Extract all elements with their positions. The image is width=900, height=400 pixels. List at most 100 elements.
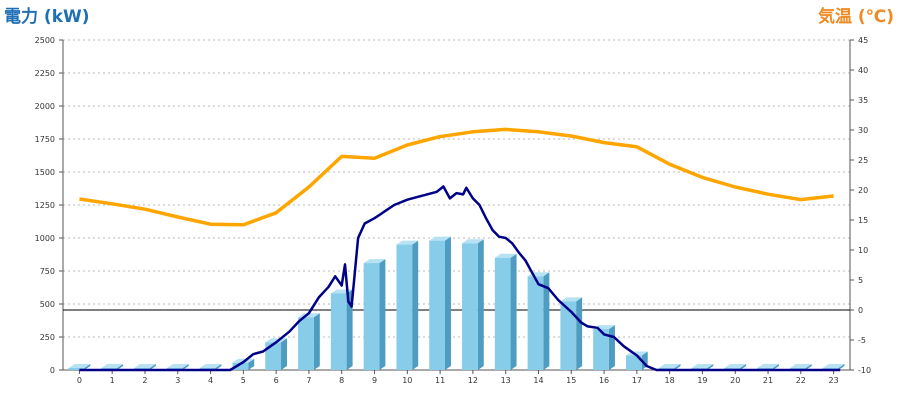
x-tick-label-19: 19 [697, 376, 707, 385]
data-lines [79, 127, 841, 372]
x-tick-label-13: 13 [501, 376, 511, 385]
left-tick-label-0: 0 [50, 366, 55, 375]
right-axis-title: 気温 (℃) [817, 7, 894, 27]
bar-face [396, 244, 413, 370]
x-tick-label-6: 6 [274, 376, 279, 385]
bar-side [149, 364, 156, 370]
bar-face [363, 263, 380, 370]
bar-hour-0 [68, 364, 91, 370]
bar-side [84, 364, 91, 370]
right-tick-label-20: 20 [858, 186, 868, 195]
bar-hour-16 [593, 325, 615, 370]
bar-top [789, 364, 812, 368]
right-tick-label-5: 5 [858, 276, 863, 285]
bar-side [248, 358, 255, 370]
bar-side [412, 240, 419, 370]
tick-labels: 02505007501000125015001750200022502500-1… [35, 36, 871, 385]
bar-face [494, 257, 511, 370]
bar-side [281, 338, 288, 370]
temperature-line [79, 127, 834, 227]
bar-face [560, 301, 577, 370]
bar-face [265, 342, 282, 370]
bar-hour-11 [429, 236, 451, 370]
left-tick-label-1500: 1500 [35, 168, 55, 177]
x-tick-label-18: 18 [665, 376, 675, 385]
bar-hour-6 [265, 338, 288, 370]
right-tick-label--5: -5 [858, 336, 866, 345]
bar-side [740, 364, 747, 370]
right-tick-label-40: 40 [858, 66, 868, 75]
right-tick-label-35: 35 [858, 96, 868, 105]
bar-hour-14 [527, 272, 550, 370]
left-tick-label-2250: 2250 [35, 69, 55, 78]
left-tick-label-2500: 2500 [35, 36, 55, 45]
bar-face [232, 362, 249, 370]
x-tick-label-14: 14 [533, 376, 543, 385]
bar-top [757, 364, 779, 368]
x-tick-label-4: 4 [208, 376, 213, 385]
x-tick-label-5: 5 [241, 376, 246, 385]
bar-side [117, 364, 124, 370]
bar-face [330, 293, 347, 370]
power-line [79, 185, 841, 372]
bar-top [101, 364, 124, 368]
bar-top [462, 239, 484, 244]
bar-face [429, 240, 445, 370]
bar-side [805, 364, 812, 370]
bar-top [560, 297, 583, 302]
bar-top [822, 364, 845, 368]
x-tick-label-1: 1 [110, 376, 115, 385]
right-tick-label-25: 25 [858, 156, 868, 165]
bar-hour-5 [232, 358, 255, 370]
x-tick-label-11: 11 [435, 376, 445, 385]
x-tick-label-21: 21 [763, 376, 773, 385]
grid-lines [63, 39, 850, 338]
bar-hour-17 [625, 351, 648, 370]
bar-side [477, 239, 484, 370]
bar-side [215, 364, 222, 370]
bar-side [772, 364, 779, 370]
right-tick-label--10: -10 [858, 366, 871, 375]
bar-side [838, 364, 845, 370]
bar-face [68, 368, 85, 370]
x-tick-label-3: 3 [175, 376, 180, 385]
bar-hour-15 [560, 297, 583, 370]
bar-face [527, 276, 544, 370]
bar-face [462, 243, 478, 370]
x-tick-label-10: 10 [402, 376, 412, 385]
bar-top [199, 364, 222, 368]
bar-top [724, 364, 747, 368]
bar-side [510, 253, 517, 370]
bar-hour-7 [298, 313, 320, 370]
right-tick-label-10: 10 [858, 246, 868, 255]
left-axis-title: 電力 (kW) [4, 7, 90, 27]
left-tick-label-1750: 1750 [35, 135, 55, 144]
x-tick-label-17: 17 [632, 376, 642, 385]
bar-hour-12 [462, 239, 484, 370]
bar-top [658, 364, 681, 368]
bar-top [166, 364, 189, 368]
bar-hour-13 [494, 253, 517, 370]
x-tick-label-20: 20 [730, 376, 740, 385]
x-tick-label-7: 7 [306, 376, 311, 385]
x-tick-label-23: 23 [829, 376, 839, 385]
left-tick-label-1000: 1000 [35, 234, 55, 243]
bar-top [396, 240, 419, 245]
x-tick-label-9: 9 [372, 376, 377, 385]
x-tick-label-15: 15 [566, 376, 576, 385]
bar-side [379, 259, 386, 370]
axes [59, 39, 854, 374]
bar-face [298, 317, 314, 370]
x-tick-label-16: 16 [599, 376, 609, 385]
bar-hour-8 [330, 289, 353, 370]
bar-side [674, 364, 681, 370]
left-tick-label-250: 250 [40, 333, 55, 342]
bar-side [576, 297, 583, 370]
left-tick-label-1250: 1250 [35, 201, 55, 210]
bar-face [593, 329, 609, 370]
bar-side [313, 313, 320, 370]
bar-side [707, 364, 714, 370]
bar-hour-10 [396, 240, 419, 370]
right-tick-label-30: 30 [858, 126, 868, 135]
bar-side [444, 236, 451, 370]
